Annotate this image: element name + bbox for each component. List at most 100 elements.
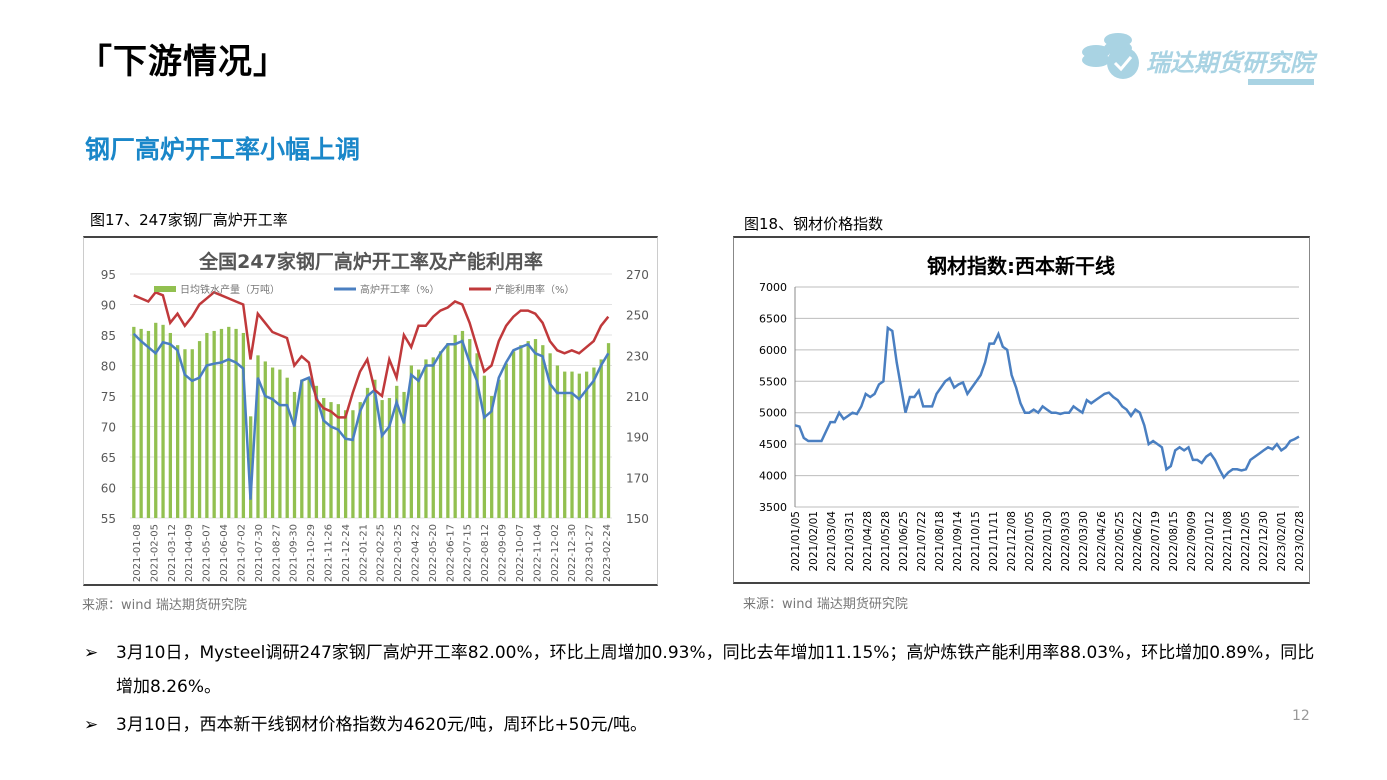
x-tick-label: 2022/12/05 [1240,511,1252,572]
x-tick-label: 2021-10-29 [306,524,317,582]
y-left-tick-label: 95 [101,268,116,282]
y-left-tick-label: 55 [101,512,116,526]
bar-iron-output [234,328,238,518]
bar-iron-output [570,371,574,518]
x-tick-label: 2022-11-04 [532,524,543,582]
legend-swatch [154,286,176,292]
figure-17-caption: 图17、247家钢厂高炉开工率 [90,211,288,229]
x-tick-label: 2022/07/19 [1150,511,1162,572]
x-tick-label: 2021/03/31 [844,511,856,572]
y-right-tick-label: 230 [626,349,649,363]
bar-iron-output [336,404,340,518]
y-left-tick-label: 90 [101,299,116,313]
y-tick-label: 4000 [759,470,787,483]
y-right-tick-label: 150 [626,512,649,526]
y-tick-label: 7000 [759,281,787,294]
bar-iron-output [139,328,143,518]
bar-iron-output [176,345,180,518]
y-right-tick-label: 210 [626,390,649,404]
page-number: 12 [1292,708,1310,724]
coins-icon [1082,33,1139,79]
bullet-2-text: 3月10日，西本新干线钢材价格指数为4620元/吨，周环比+50元/吨。 [116,715,648,735]
bar-iron-output [431,357,435,518]
x-tick-label: 2021/02/01 [808,511,820,572]
x-tick-label: 2021/07/22 [916,511,928,572]
x-tick-label: 2022-02-25 [376,524,387,582]
bar-iron-output [424,359,428,518]
bar-iron-output [577,373,581,518]
y-right-tick-label: 170 [626,471,649,485]
chart-2-frame: 钢材指数:西本新干线 7000 6500 6000 5500 5000 4500 4000 35… [733,236,1310,584]
x-tick-label: 2021-08-27 [271,524,282,582]
x-tick-label: 2022/12/30 [1258,511,1270,572]
y-tick-label: 3500 [759,501,787,514]
bar-iron-output [278,369,282,518]
bar-iron-output [183,349,187,518]
bar-iron-output [606,343,611,518]
x-tick-label: 2022-01-21 [358,524,369,582]
bar-iron-output [504,363,508,518]
bar-iron-output [409,365,413,518]
bar-iron-output [563,371,567,518]
x-tick-label: 2021/09/14 [952,511,964,572]
bar-iron-output [249,416,253,518]
x-tick-label: 2021-05-07 [202,524,213,582]
x-tick-label: 2021-01-08 [132,524,143,582]
bar-iron-output [387,398,392,518]
x-tick-label: 2021-06-04 [219,524,230,582]
x-tick-label: 2022-10-07 [515,524,526,582]
bar-iron-output [548,353,552,518]
figure-18-caption: 图18、钢材价格指数 [744,215,884,233]
bar-iron-output [256,355,260,518]
x-tick-label: 2022/03/30 [1078,511,1090,572]
bar-iron-output [205,332,209,518]
x-tick-label: 2021/10/15 [970,511,982,572]
y-left-tick-label: 85 [101,329,116,343]
x-tick-label: 2021/03/04 [826,511,838,572]
bar-iron-output [460,330,465,518]
x-tick-label: 2021/05/28 [880,511,892,572]
bar-iron-output [285,377,289,518]
line-blast-furnace-rate [132,332,610,500]
y-left-tick-label: 75 [101,390,116,404]
figure-18-source: 来源：wind 瑞达期货研究院 [743,597,908,612]
y-tick-label: 6000 [759,344,787,357]
x-tick-label: 2022/06/22 [1132,511,1144,572]
page-title: 「下游情况」 [78,42,288,82]
bullet-1-text: 3月10日，Mysteel调研247家钢厂高炉开工率82.00%，环比上周增加0… [116,643,1315,697]
bar-iron-output [241,332,246,518]
bar-iron-output [592,367,596,518]
logo-text: 瑞达期货研究院 [1146,49,1314,77]
bar-iron-output [511,351,516,518]
bar-iron-output [584,371,589,518]
y-tick-label: 4500 [759,438,787,451]
x-tick-label: 2022/11/08 [1222,511,1234,572]
y-left-tick-label: 60 [101,482,116,496]
y-left-tick-label: 70 [101,421,116,435]
bar-iron-output [475,353,479,518]
x-tick-label: 2022-12-02 [550,524,561,582]
x-tick-label: 2021/06/25 [898,511,910,572]
bar-iron-output [533,339,538,518]
x-tick-label: 2021-11-26 [323,524,334,582]
x-tick-label: 2022-05-20 [428,524,439,582]
bar-iron-output [300,379,304,518]
bar-iron-output [490,396,494,518]
logo-bar [1248,79,1314,85]
bar-iron-output [168,332,172,518]
y-right-tick-label: 270 [626,268,649,282]
x-tick-label: 2022/05/25 [1114,511,1126,572]
bar-iron-output [154,322,158,518]
x-tick-label: 2021-07-02 [236,524,247,582]
bar-iron-output [263,361,267,518]
bar-iron-output [402,391,406,518]
bar-iron-output [373,379,377,518]
chart-1-frame: 全国247家钢厂高炉开工率及产能利用率 95 90 85 80 75 70 65 60 55 270… [83,236,658,586]
bar-iron-output [468,339,472,518]
bar-iron-output [453,335,457,518]
bar-iron-output [343,410,348,518]
x-tick-label: 2021-02-05 [149,524,160,582]
bar-iron-output [161,324,165,518]
bar-iron-output [329,402,333,518]
x-tick-label: 2022/08/15 [1168,511,1180,572]
